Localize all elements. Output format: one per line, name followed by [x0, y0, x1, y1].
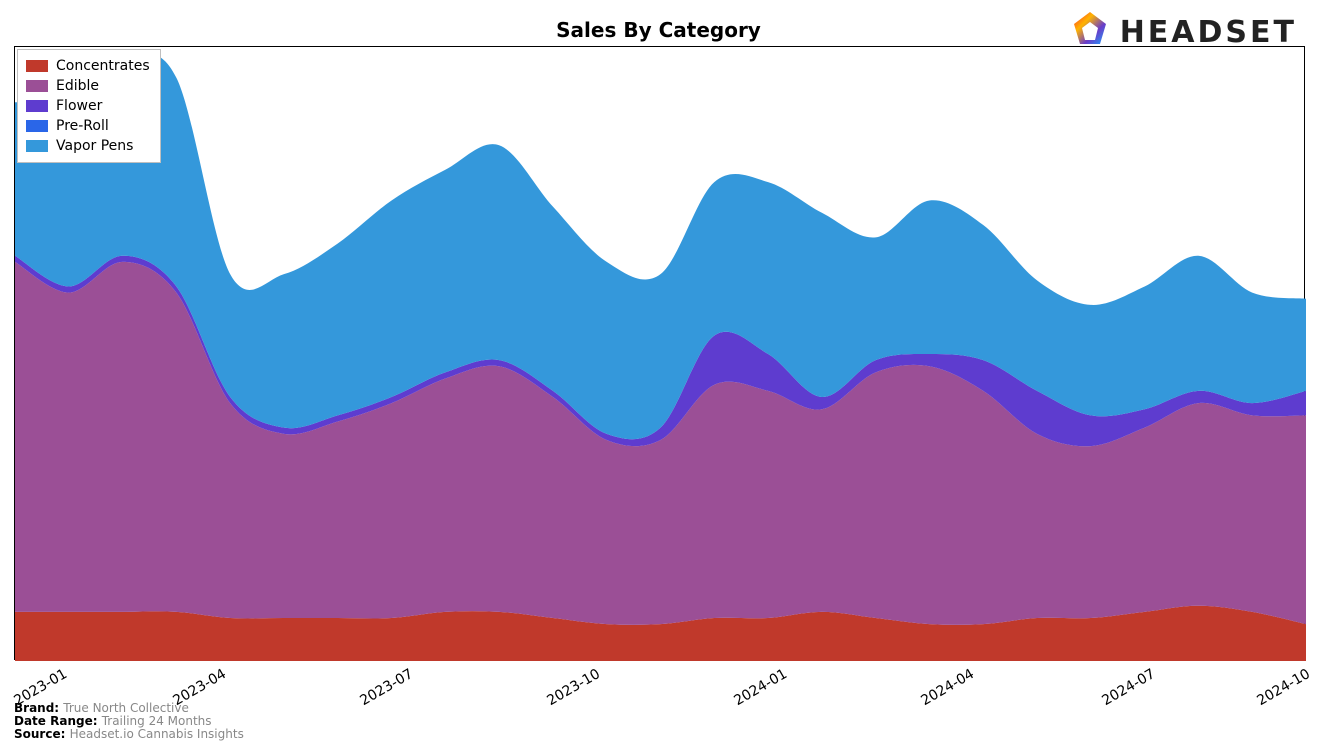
legend-label: Pre-Roll — [56, 116, 109, 136]
area-chart-svg — [15, 47, 1306, 661]
x-tick-label: 2024-10 — [1254, 666, 1313, 709]
chart-legend: ConcentratesEdibleFlowerPre-RollVapor Pe… — [17, 49, 161, 163]
meta-key: Source: — [14, 727, 70, 741]
meta-value: Headset.io Cannabis Insights — [70, 727, 244, 741]
x-tick-label: 2023-10 — [544, 666, 603, 709]
meta-key: Brand: — [14, 701, 63, 715]
legend-item: Pre-Roll — [26, 116, 150, 136]
x-tick-label: 2024-01 — [731, 666, 790, 709]
legend-item: Concentrates — [26, 56, 150, 76]
x-tick-label: 2024-04 — [919, 666, 978, 709]
legend-swatch — [26, 100, 48, 112]
headset-logo-text: HEADSET — [1120, 15, 1297, 50]
legend-label: Flower — [56, 96, 102, 116]
legend-item: Flower — [26, 96, 150, 116]
meta-line: Source: Headset.io Cannabis Insights — [14, 728, 244, 741]
legend-label: Concentrates — [56, 56, 150, 76]
meta-value: Trailing 24 Months — [102, 714, 212, 728]
chart-plot-area: ConcentratesEdibleFlowerPre-RollVapor Pe… — [14, 46, 1305, 660]
legend-swatch — [26, 80, 48, 92]
legend-label: Edible — [56, 76, 99, 96]
legend-item: Edible — [26, 76, 150, 96]
chart-metadata: Brand: True North CollectiveDate Range: … — [14, 702, 244, 741]
legend-label: Vapor Pens — [56, 136, 133, 156]
x-tick-label: 2024-07 — [1099, 666, 1158, 709]
meta-value: True North Collective — [63, 701, 189, 715]
legend-swatch — [26, 120, 48, 132]
meta-key: Date Range: — [14, 714, 102, 728]
x-tick-label: 2023-07 — [357, 666, 416, 709]
legend-item: Vapor Pens — [26, 136, 150, 156]
legend-swatch — [26, 140, 48, 152]
legend-swatch — [26, 60, 48, 72]
